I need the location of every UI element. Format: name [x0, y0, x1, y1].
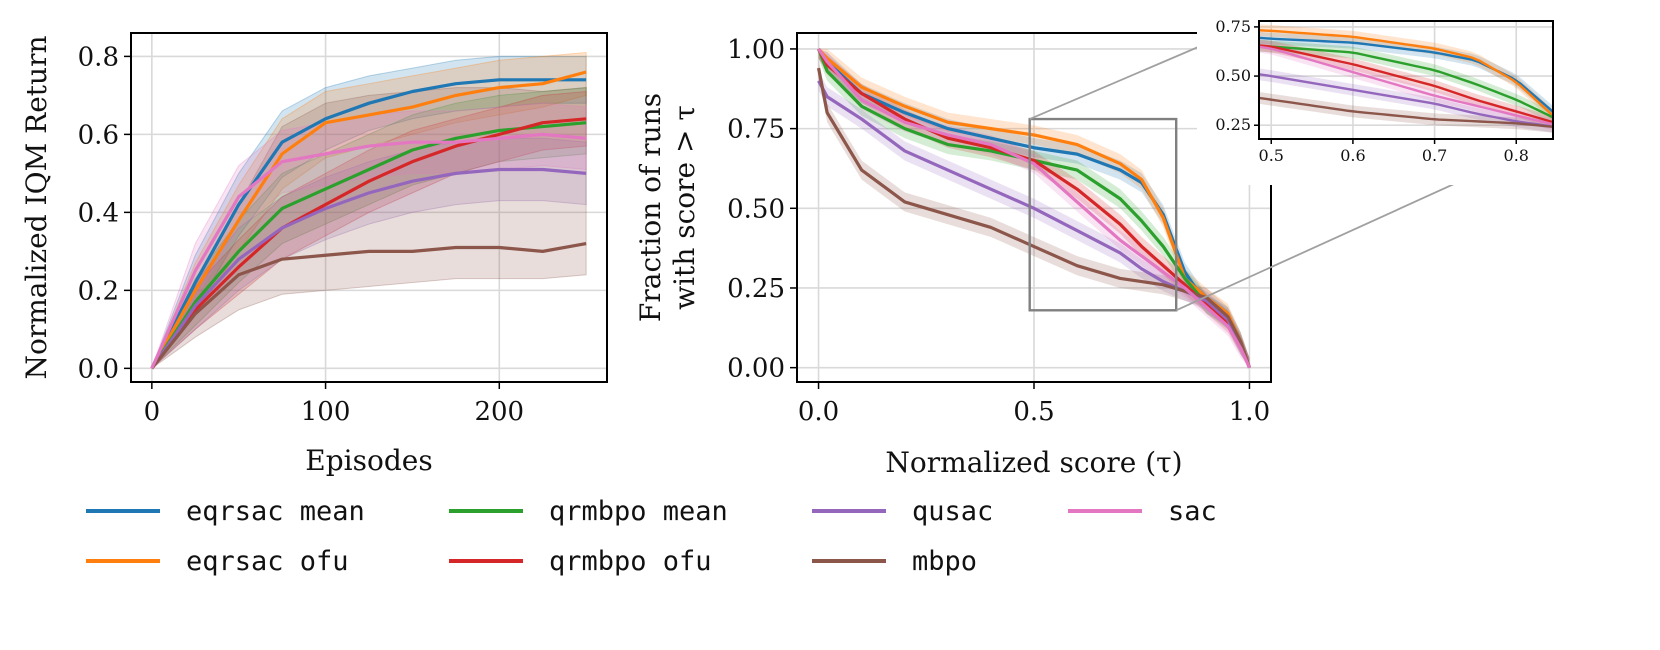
x-tick-label: 0.6 — [1340, 146, 1365, 165]
inset-line-eqrsac-ofu — [1259, 29, 1553, 117]
inset-band-qusac — [1259, 68, 1553, 133]
x-tick-label: 1.0 — [1229, 397, 1270, 427]
legend-label: eqrsac mean — [186, 496, 365, 527]
y-tick-label: 0.75 — [1215, 17, 1251, 36]
line-mbpo — [150, 241, 587, 370]
line-eqrsac-ofu — [150, 70, 587, 370]
zoom-indicator-box — [1028, 117, 1178, 312]
x-tick-label: 200 — [474, 397, 524, 427]
ticks: 0 100 200 0.0 0.2 0.4 0.6 0.8 — [78, 42, 524, 427]
legend-label: mbpo — [912, 546, 977, 577]
inset-line-mbpo — [1259, 96, 1553, 129]
y-tick-label: 0.2 — [78, 276, 119, 306]
gridlines — [1259, 21, 1553, 139]
x-tick-label: 0.5 — [1013, 397, 1054, 427]
y-tick-label: 0.25 — [727, 274, 785, 304]
line-mbpo — [816, 67, 1251, 369]
x-tick-label: 0 — [144, 397, 161, 427]
inset-line-qusac — [1259, 73, 1553, 128]
zoom-inset-panel: 0.5 0.6 0.7 0.8 0.25 0.50 0.75 — [1197, 17, 1557, 185]
axes-frame — [130, 32, 608, 383]
y-tick-label: 1.00 — [727, 35, 785, 65]
y-tick-label: 0.00 — [727, 354, 785, 384]
y-tick-label: 0.8 — [78, 42, 119, 72]
legend-item-qrmbpo-mean: qrmbpo mean — [449, 496, 728, 527]
y-axis-title: Fraction of runswith score > τ — [634, 93, 701, 322]
series-lines — [816, 47, 1251, 369]
line-sac — [817, 48, 1251, 369]
x-axis-title: Normalized score (τ) — [885, 446, 1182, 479]
line-qusac — [150, 167, 587, 370]
axes-frame — [796, 32, 1272, 383]
inset-line-qrmbpo-mean — [1259, 44, 1553, 119]
ticks: 0.0 0.5 1.0 0.00 0.25 0.50 0.75 1.00 — [727, 35, 1270, 427]
y-tick-label: 0.50 — [727, 194, 785, 224]
y-tick-label: 0.25 — [1215, 115, 1251, 134]
inset-series — [1259, 24, 1553, 133]
inset-band-sac — [1259, 40, 1553, 131]
y-axis-title-line: with score > τ — [668, 105, 701, 310]
legend-label: sac — [1168, 496, 1217, 527]
x-tick-label: 0.8 — [1504, 146, 1529, 165]
band-eqrsac-ofu — [818, 48, 1250, 368]
series-lines — [150, 70, 587, 370]
x-tick-label: 0.5 — [1259, 146, 1284, 165]
legend-item-qusac: qusac — [812, 496, 993, 527]
x-tick-label: 100 — [301, 397, 351, 427]
x-axis-title: Episodes — [305, 444, 432, 477]
band-mbpo — [818, 58, 1250, 368]
y-tick-label: 0.50 — [1215, 66, 1251, 85]
x-tick-label: 0.0 — [798, 397, 839, 427]
legend-label: eqrsac ofu — [186, 546, 349, 577]
legend-item-mbpo: mbpo — [812, 546, 977, 577]
y-tick-label: 0.6 — [78, 120, 119, 150]
line-sac — [150, 132, 587, 370]
ticks: 0.5 0.6 0.7 0.8 0.25 0.50 0.75 — [1215, 17, 1529, 165]
legend: eqrsac mean eqrsac ofu qrmbpo mean qrmbpo o… — [86, 496, 1217, 577]
legend-label: qrmbpo mean — [549, 496, 728, 527]
y-axis-title-line: Fraction of runs — [634, 93, 667, 322]
band-mbpo — [151, 87, 587, 369]
x-tick-label: 0.7 — [1422, 146, 1447, 165]
legend-item-sac: sac — [1068, 496, 1217, 527]
legend-item-eqrsac-ofu: eqrsac ofu — [86, 546, 349, 577]
confidence-bands — [151, 51, 587, 369]
band-qrmbpo-mean — [151, 87, 587, 369]
line-qrmbpo-ofu — [817, 48, 1251, 369]
inset-line-sac — [1259, 45, 1553, 126]
line-qrmbpo-ofu — [150, 117, 587, 370]
y-tick-label: 0.0 — [78, 354, 119, 384]
y-tick-label: 0.4 — [78, 198, 119, 228]
performance-profile-panel: 0.0 0.5 1.0 0.00 0.25 0.50 0.75 1.00 Normalized … — [634, 32, 1272, 479]
legend-item-qrmbpo-ofu: qrmbpo ofu — [449, 546, 712, 577]
line-eqrsac-mean — [150, 78, 587, 370]
inset-line-qrmbpo-ofu — [1259, 44, 1553, 124]
legend-label: qusac — [912, 496, 993, 527]
y-axis-title: Normalized IQM Return — [20, 36, 53, 380]
legend-label: qrmbpo ofu — [549, 546, 712, 577]
line-qusac — [817, 80, 1251, 369]
learning-curve-panel: 0 100 200 0.0 0.2 0.4 0.6 0.8 Episodes Normalized… — [20, 32, 608, 477]
inset-frame — [1258, 20, 1554, 140]
y-tick-label: 0.75 — [727, 115, 785, 145]
legend-item-eqrsac-mean: eqrsac mean — [86, 496, 365, 527]
